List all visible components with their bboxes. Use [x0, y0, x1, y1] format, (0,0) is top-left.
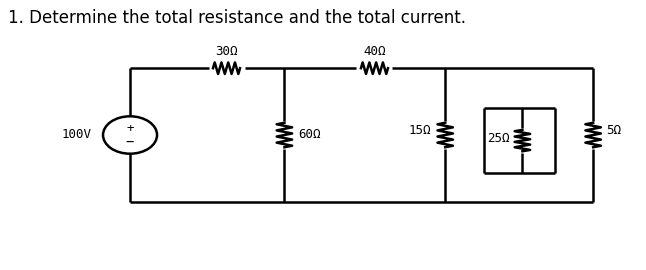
Text: 40Ω: 40Ω	[363, 45, 386, 58]
Text: 100V: 100V	[61, 129, 92, 141]
Text: −: −	[126, 135, 134, 149]
Text: 5Ω: 5Ω	[606, 124, 621, 137]
Text: 25Ω: 25Ω	[487, 132, 510, 145]
Text: 30Ω: 30Ω	[215, 45, 238, 58]
Text: 60Ω: 60Ω	[298, 129, 321, 141]
Text: 15Ω: 15Ω	[408, 124, 431, 137]
Text: +: +	[126, 122, 134, 135]
Text: 1. Determine the total resistance and the total current.: 1. Determine the total resistance and th…	[8, 9, 466, 28]
